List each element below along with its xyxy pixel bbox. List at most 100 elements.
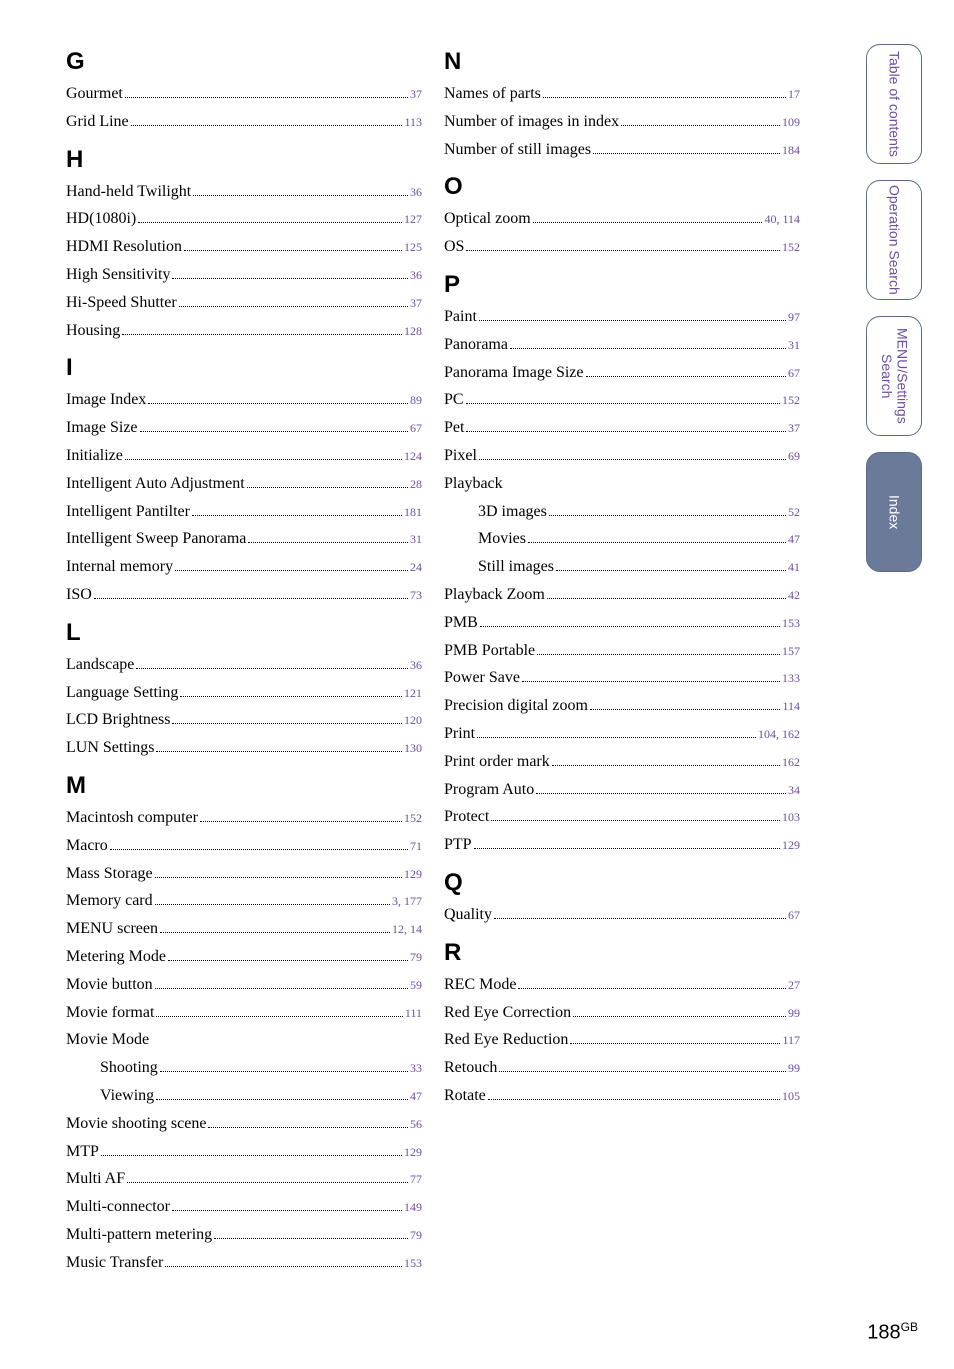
index-entry-page[interactable]: 37: [410, 294, 422, 313]
index-entry-page[interactable]: 129: [782, 836, 800, 855]
index-entry[interactable]: Names of parts17: [444, 82, 800, 107]
side-tab[interactable]: MENU/Settings Search: [866, 316, 922, 436]
index-entry-page[interactable]: 71: [410, 837, 422, 856]
index-entry[interactable]: Print104, 162: [444, 722, 800, 747]
index-entry[interactable]: HDMI Resolution125: [66, 235, 422, 260]
index-entry[interactable]: Intelligent Auto Adjustment28: [66, 472, 422, 497]
index-entry-page[interactable]: 130: [404, 739, 422, 758]
index-entry[interactable]: PMB Portable157: [444, 639, 800, 664]
index-entry[interactable]: Viewing47: [66, 1084, 422, 1109]
index-entry[interactable]: Panorama Image Size67: [444, 361, 800, 386]
index-entry[interactable]: Number of still images184: [444, 138, 800, 163]
index-entry-page[interactable]: 28: [410, 475, 422, 494]
index-entry[interactable]: Power Save133: [444, 666, 800, 691]
index-entry[interactable]: Precision digital zoom114: [444, 694, 800, 719]
index-entry-page[interactable]: 37: [410, 85, 422, 104]
index-entry-page[interactable]: 73: [410, 586, 422, 605]
index-entry[interactable]: Program Auto34: [444, 778, 800, 803]
index-entry[interactable]: Macintosh computer152: [66, 806, 422, 831]
index-entry-page[interactable]: 12, 14: [392, 920, 422, 939]
index-entry[interactable]: Image Index89: [66, 388, 422, 413]
index-entry[interactable]: Red Eye Reduction117: [444, 1028, 800, 1053]
index-entry-page[interactable]: 24: [410, 558, 422, 577]
index-entry-page[interactable]: 127: [404, 210, 422, 229]
index-entry[interactable]: PTP129: [444, 833, 800, 858]
index-entry[interactable]: Rotate105: [444, 1084, 800, 1109]
index-entry-page[interactable]: 42: [788, 586, 800, 605]
index-entry[interactable]: Grid Line113: [66, 110, 422, 135]
index-entry[interactable]: LUN Settings130: [66, 736, 422, 761]
index-entry-page[interactable]: 152: [782, 238, 800, 257]
index-entry[interactable]: Number of images in index109: [444, 110, 800, 135]
side-tab[interactable]: Table of contents: [866, 44, 922, 164]
index-entry[interactable]: LCD Brightness120: [66, 708, 422, 733]
index-entry[interactable]: Optical zoom40, 114: [444, 207, 800, 232]
index-entry-page[interactable]: 40, 114: [764, 210, 800, 229]
index-entry[interactable]: Panorama31: [444, 333, 800, 358]
index-entry[interactable]: Print order mark162: [444, 750, 800, 775]
index-entry[interactable]: Language Setting121: [66, 681, 422, 706]
side-tab[interactable]: Index: [866, 452, 922, 572]
index-entry[interactable]: Gourmet37: [66, 82, 422, 107]
index-entry[interactable]: Red Eye Correction99: [444, 1001, 800, 1026]
index-entry-page[interactable]: 109: [782, 113, 800, 132]
index-entry-page[interactable]: 97: [788, 308, 800, 327]
index-entry[interactable]: Pet37: [444, 416, 800, 441]
index-entry[interactable]: Internal memory24: [66, 555, 422, 580]
index-entry[interactable]: Music Transfer153: [66, 1251, 422, 1276]
index-entry[interactable]: Multi-connector149: [66, 1195, 422, 1220]
index-entry-page[interactable]: 17: [788, 85, 800, 104]
index-entry-page[interactable]: 89: [410, 391, 422, 410]
index-entry-page[interactable]: 3, 177: [392, 892, 422, 911]
index-entry-page[interactable]: 99: [788, 1004, 800, 1023]
index-entry-page[interactable]: 124: [404, 447, 422, 466]
index-entry-page[interactable]: 77: [410, 1170, 422, 1189]
index-entry-page[interactable]: 31: [410, 530, 422, 549]
index-entry[interactable]: Quality67: [444, 903, 800, 928]
index-entry[interactable]: Movie button59: [66, 973, 422, 998]
index-entry-page[interactable]: 36: [410, 266, 422, 285]
index-entry[interactable]: Landscape36: [66, 653, 422, 678]
index-entry[interactable]: REC Mode27: [444, 973, 800, 998]
index-entry[interactable]: Hi-Speed Shutter37: [66, 291, 422, 316]
index-entry[interactable]: Shooting33: [66, 1056, 422, 1081]
index-entry-page[interactable]: 105: [782, 1087, 800, 1106]
index-entry[interactable]: Initialize124: [66, 444, 422, 469]
index-entry-page[interactable]: 36: [410, 656, 422, 675]
index-entry[interactable]: Multi-pattern metering79: [66, 1223, 422, 1248]
index-entry-page[interactable]: 157: [782, 642, 800, 661]
index-entry-page[interactable]: 31: [788, 336, 800, 355]
index-entry[interactable]: Intelligent Sweep Panorama31: [66, 527, 422, 552]
index-entry-page[interactable]: 27: [788, 976, 800, 995]
index-entry[interactable]: Movie format111: [66, 1001, 422, 1026]
index-entry[interactable]: MENU screen12, 14: [66, 917, 422, 942]
index-entry-page[interactable]: 184: [782, 141, 800, 160]
index-entry-page[interactable]: 52: [788, 503, 800, 522]
index-entry[interactable]: Paint97: [444, 305, 800, 330]
index-entry[interactable]: Movie shooting scene56: [66, 1112, 422, 1137]
index-entry-page[interactable]: 34: [788, 781, 800, 800]
index-entry-page[interactable]: 149: [404, 1198, 422, 1217]
index-entry[interactable]: ISO73: [66, 583, 422, 608]
index-entry-page[interactable]: 113: [404, 113, 422, 132]
index-entry-page[interactable]: 162: [782, 753, 800, 772]
index-entry-page[interactable]: 128: [404, 322, 422, 341]
index-entry[interactable]: High Sensitivity36: [66, 263, 422, 288]
index-entry-page[interactable]: 79: [410, 948, 422, 967]
index-entry[interactable]: Macro71: [66, 834, 422, 859]
index-entry-page[interactable]: 36: [410, 183, 422, 202]
index-entry-page[interactable]: 152: [404, 809, 422, 828]
index-entry-page[interactable]: 67: [788, 906, 800, 925]
index-entry-page[interactable]: 129: [404, 865, 422, 884]
index-entry[interactable]: 3D images52: [444, 500, 800, 525]
index-entry-page[interactable]: 41: [788, 558, 800, 577]
index-entry[interactable]: Retouch99: [444, 1056, 800, 1081]
index-entry[interactable]: Housing128: [66, 319, 422, 344]
index-entry[interactable]: Pixel69: [444, 444, 800, 469]
index-entry-page[interactable]: 103: [782, 808, 800, 827]
index-entry[interactable]: Hand-held Twilight36: [66, 180, 422, 205]
index-entry-page[interactable]: 152: [782, 391, 800, 410]
index-entry-page[interactable]: 120: [404, 711, 422, 730]
index-entry[interactable]: HD(1080i)127: [66, 207, 422, 232]
index-entry[interactable]: Metering Mode79: [66, 945, 422, 970]
